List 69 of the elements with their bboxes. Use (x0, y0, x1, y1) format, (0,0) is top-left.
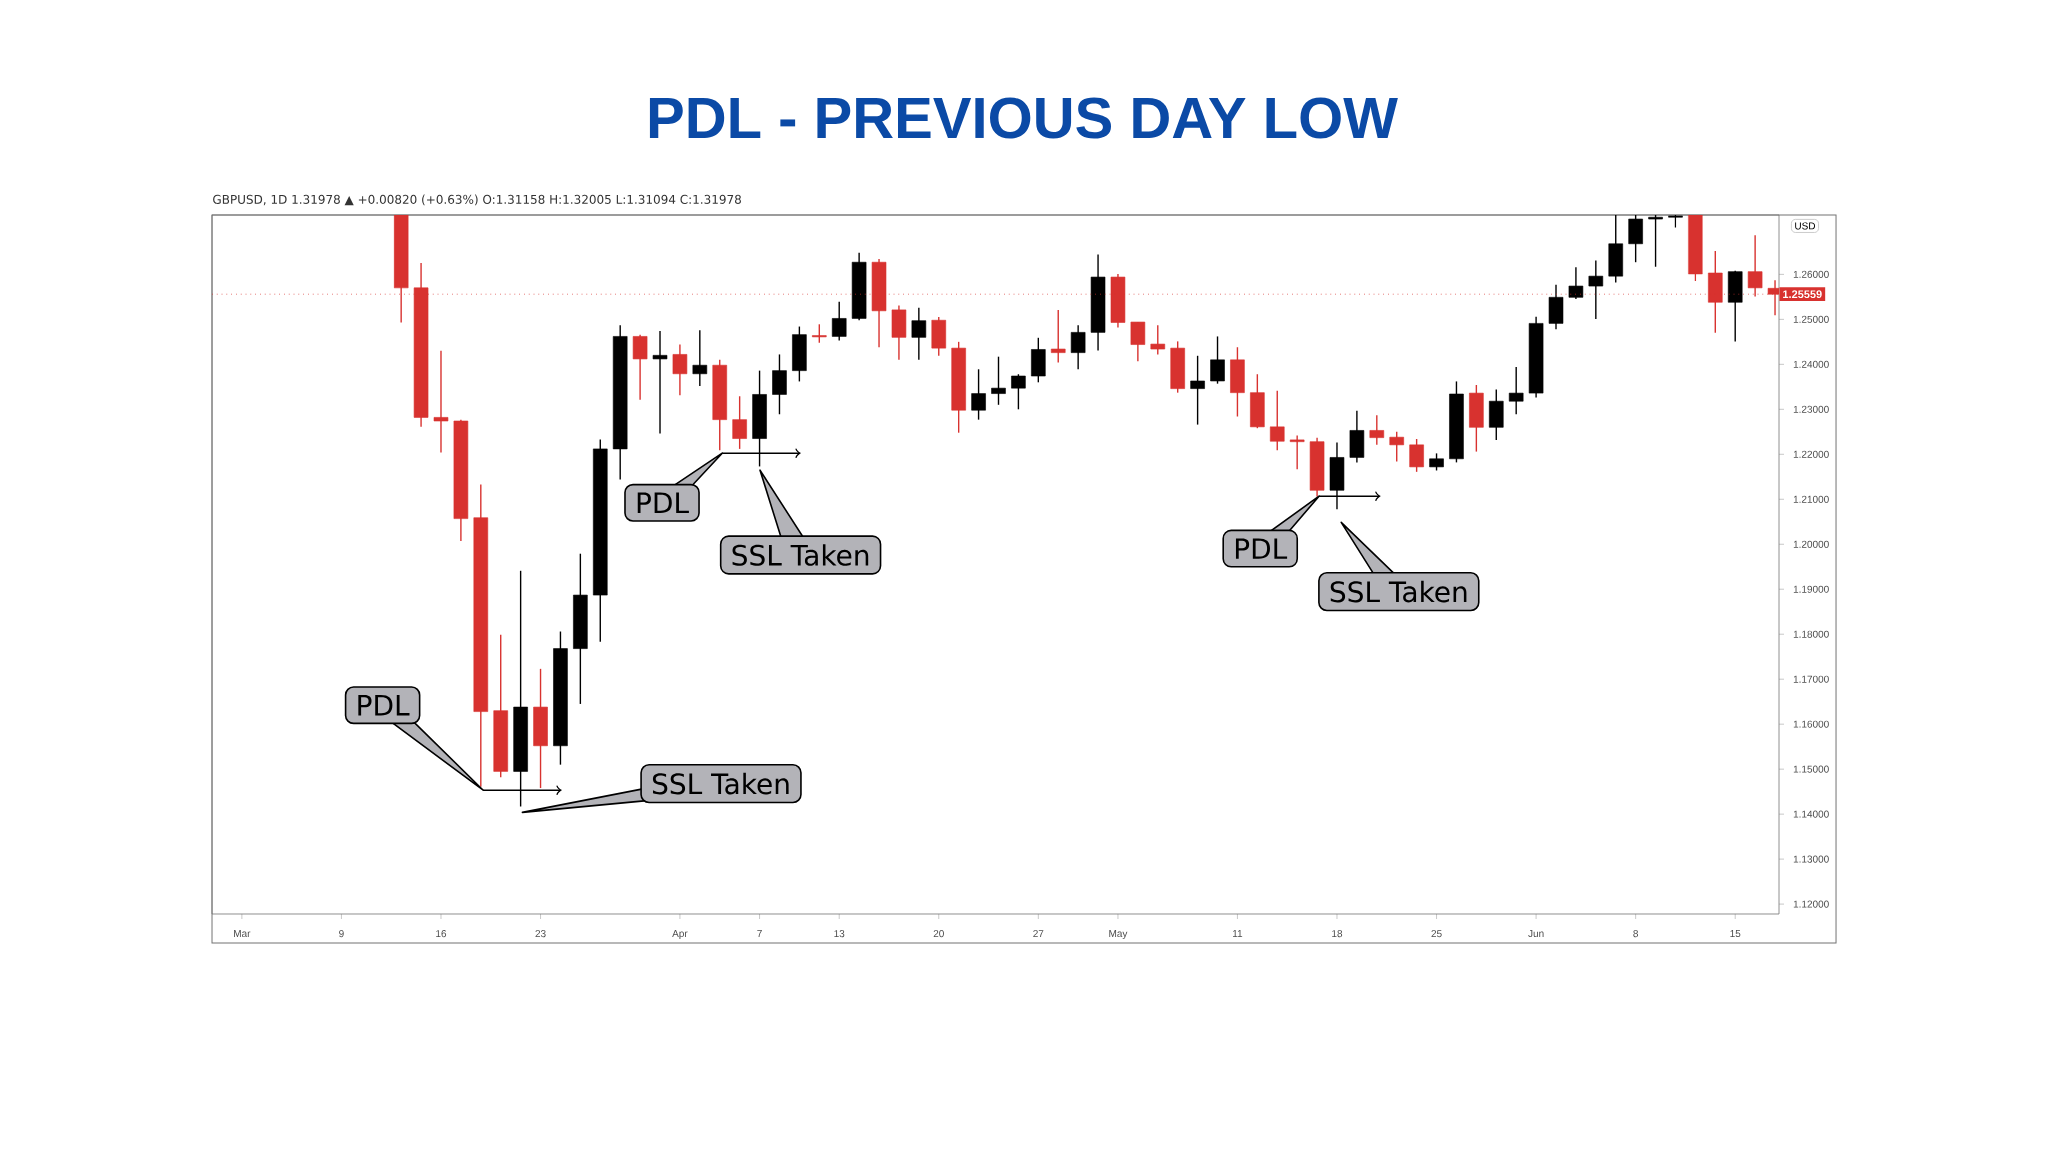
x-tick-label: 16 (436, 930, 447, 938)
candlestick (732, 395, 747, 450)
candlestick (831, 301, 847, 342)
candlestick (1210, 335, 1225, 385)
y-tick-label: 1.25000 (1793, 315, 1829, 323)
x-tick-label: 27 (1033, 930, 1044, 938)
candlestick (1568, 266, 1584, 300)
annotation: PDL (358, 694, 410, 716)
y-tick-label: 1.19000 (1793, 585, 1829, 593)
x-tick-label: 9 (339, 930, 344, 938)
y-tick-label: 1.14000 (1793, 810, 1829, 818)
candlestick (1050, 309, 1066, 364)
ref-line-label: 1.25559 (1783, 290, 1822, 299)
candlestick (1588, 259, 1604, 320)
x-tick-label: 18 (1332, 930, 1343, 938)
x-tick-label: 8 (1633, 930, 1639, 938)
candlestick (1269, 390, 1285, 451)
candlestick (1070, 324, 1086, 370)
candlestick (1389, 431, 1404, 463)
y-tick-label: 1.20000 (1793, 540, 1829, 548)
candlestick (1409, 438, 1424, 473)
candlestick (1369, 414, 1385, 446)
candlestick (632, 333, 648, 401)
annotation: SSL Taken (652, 772, 789, 795)
candlestick (433, 350, 449, 454)
y-tick-label: 1.12000 (1793, 900, 1829, 908)
annotation: PDL (1235, 538, 1288, 559)
candlestick (1508, 366, 1524, 415)
chart-subtitle: GBPUSD, 1D 1.31978 ▲ +0.00820 (+0.63%) O:1.31158 H:1.32005 L:1.31094 C:1.31978 (213, 194, 741, 206)
x-tick-label: 15 (1730, 930, 1741, 938)
candlestick (971, 368, 986, 421)
x-tick-label: Apr (672, 930, 688, 940)
candlestick (652, 330, 668, 435)
annotation: SSL Taken (1330, 580, 1467, 603)
candlestick (812, 323, 827, 344)
x-tick-label: 7 (757, 930, 762, 937)
x-tick-label: 23 (535, 930, 546, 938)
candlestick (772, 353, 787, 415)
x-tick-label: 20 (933, 930, 944, 938)
y-tick-label: 1.15000 (1793, 765, 1829, 773)
candlestick (1289, 434, 1305, 470)
candlestick (1648, 214, 1663, 268)
candlestick (1190, 355, 1205, 426)
candlestick (1011, 373, 1026, 411)
candlestick (1130, 321, 1146, 362)
y-tick-label: 1.23000 (1793, 405, 1829, 413)
y-tick-label: 1.21000 (1793, 495, 1829, 503)
candlestick (692, 329, 708, 387)
x-tick-label: 25 (1431, 930, 1442, 938)
y-tick-label: 1.26000 (1793, 270, 1829, 278)
y-tick-label: 1.13000 (1793, 855, 1829, 863)
y-tick-label: 1.22000 (1793, 450, 1829, 458)
candlestick (991, 355, 1006, 406)
candlestick (672, 343, 688, 397)
candlestick (1150, 324, 1166, 356)
x-tick-label: May (1109, 930, 1128, 940)
x-tick-label: Jun (1528, 930, 1544, 938)
x-tick-label: 11 (1232, 930, 1243, 937)
y-tick-label: 1.24000 (1793, 360, 1829, 368)
y-tick-label: 1.18000 (1793, 630, 1829, 638)
annotation: SSL Taken (732, 544, 869, 566)
x-tick-label: Mar (234, 930, 251, 938)
candlestick (911, 306, 927, 361)
annotation: PDL (637, 492, 689, 513)
y-axis-title: USD (1795, 222, 1816, 230)
y-tick-label: 1.17000 (1793, 675, 1829, 683)
chart-title: PDL - PREVIOUS DAY LOW (649, 97, 1398, 139)
y-tick-label: 1.16000 (1793, 720, 1829, 728)
x-tick-label: 13 (834, 930, 845, 938)
